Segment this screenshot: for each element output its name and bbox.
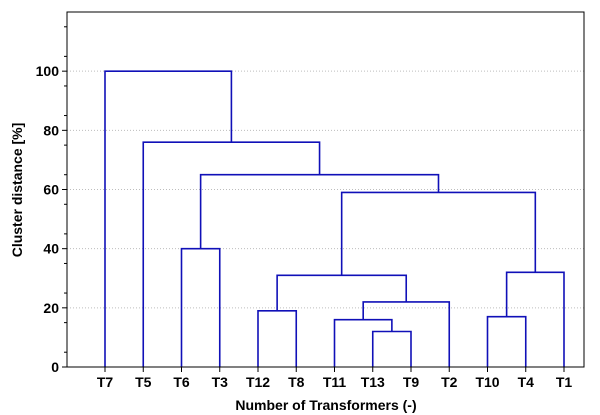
y-tick-label-40: 40	[43, 241, 59, 257]
y-tick-label-20: 20	[43, 300, 59, 316]
merge-link-C9	[340, 191, 537, 276]
x-tick-label-T2: T2	[441, 374, 458, 390]
y-tick-label-0: 0	[51, 359, 59, 375]
y-tick-label-60: 60	[43, 182, 59, 198]
merge-link-C12	[104, 70, 233, 367]
merge-link-C1	[371, 330, 412, 367]
y-axis-title: Cluster distance [%]	[9, 123, 25, 258]
y-tick-label-100: 100	[36, 63, 60, 79]
x-tick-label-T10: T10	[475, 374, 499, 390]
x-tick-label-T5: T5	[135, 374, 152, 390]
x-tick-label-T8: T8	[288, 374, 305, 390]
x-tick-label-T11: T11	[323, 374, 347, 390]
dendrogram-links	[104, 70, 565, 367]
x-axis-title: Number of Transformers (-)	[235, 397, 416, 413]
x-tick-label-T4: T4	[518, 374, 535, 390]
merge-link-C7	[505, 271, 565, 367]
y-tick-label-80: 80	[43, 122, 59, 138]
merge-link-C8	[180, 247, 221, 367]
merge-link-C4	[257, 309, 298, 367]
y-axis-ticks: 0 20 40 60 80 100	[36, 26, 67, 375]
merge-link-C3	[486, 315, 527, 367]
x-tick-label-T12: T12	[246, 374, 270, 390]
x-tick-label-T3: T3	[212, 374, 229, 390]
x-axis-ticks: T7 T5 T6 T3 T12 T8 T11 T13 T9 T2 T10 T4 T1	[97, 367, 573, 390]
x-tick-label-T6: T6	[173, 374, 190, 390]
x-tick-label-T13: T13	[361, 374, 385, 390]
merge-link-C11	[142, 141, 321, 367]
merge-link-C2	[333, 318, 393, 367]
x-tick-label-T9: T9	[403, 374, 420, 390]
grid-lines	[67, 70, 584, 309]
merge-link-C6	[276, 274, 408, 311]
merge-link-C10	[199, 173, 440, 249]
x-tick-label-T7: T7	[97, 374, 114, 390]
merge-link-C5	[362, 301, 451, 367]
x-tick-label-T1: T1	[556, 374, 573, 390]
